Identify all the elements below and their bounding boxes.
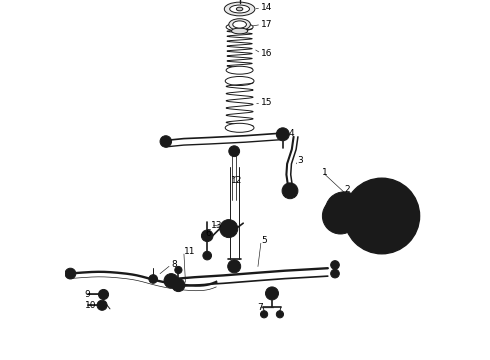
Circle shape <box>336 212 345 220</box>
Circle shape <box>164 274 178 288</box>
Circle shape <box>232 149 237 154</box>
Circle shape <box>322 198 358 234</box>
Text: 9: 9 <box>85 290 91 299</box>
Circle shape <box>175 282 182 288</box>
Ellipse shape <box>226 23 253 31</box>
Circle shape <box>344 178 419 254</box>
Text: 8: 8 <box>171 260 177 269</box>
Circle shape <box>228 260 241 273</box>
Circle shape <box>65 268 76 279</box>
Ellipse shape <box>225 77 254 86</box>
Circle shape <box>168 277 175 284</box>
Circle shape <box>269 291 275 296</box>
Circle shape <box>101 292 106 297</box>
Ellipse shape <box>225 123 254 132</box>
Circle shape <box>98 289 109 300</box>
Circle shape <box>220 220 238 238</box>
Circle shape <box>399 220 406 226</box>
Circle shape <box>325 192 363 229</box>
Text: 1: 1 <box>322 168 328 177</box>
Circle shape <box>347 204 352 210</box>
Circle shape <box>329 222 334 228</box>
Ellipse shape <box>229 19 250 30</box>
Circle shape <box>266 287 278 300</box>
Circle shape <box>338 205 350 216</box>
Circle shape <box>353 187 411 245</box>
Text: 17: 17 <box>261 20 273 29</box>
Circle shape <box>374 208 390 224</box>
Ellipse shape <box>230 5 249 13</box>
Text: 4: 4 <box>288 129 294 138</box>
Ellipse shape <box>224 2 255 16</box>
Text: 15: 15 <box>261 98 273 107</box>
Circle shape <box>344 194 369 220</box>
Circle shape <box>391 195 398 202</box>
Circle shape <box>261 311 268 318</box>
Circle shape <box>175 266 182 274</box>
Circle shape <box>149 275 157 283</box>
Text: 14: 14 <box>261 4 272 13</box>
Text: 16: 16 <box>261 49 273 58</box>
Circle shape <box>366 195 372 202</box>
Circle shape <box>203 251 212 260</box>
Text: 7: 7 <box>258 303 263 312</box>
Circle shape <box>276 128 289 141</box>
Ellipse shape <box>233 21 246 28</box>
Circle shape <box>333 199 356 222</box>
Circle shape <box>330 205 351 227</box>
Text: 13: 13 <box>211 220 222 230</box>
Text: 5: 5 <box>261 236 267 245</box>
Circle shape <box>172 279 185 292</box>
Circle shape <box>100 303 104 307</box>
Circle shape <box>331 261 339 269</box>
Circle shape <box>205 233 210 238</box>
Circle shape <box>224 224 233 233</box>
Circle shape <box>367 201 397 231</box>
Circle shape <box>358 220 365 226</box>
Ellipse shape <box>231 28 248 34</box>
Ellipse shape <box>226 66 253 74</box>
Circle shape <box>379 234 385 241</box>
Text: 12: 12 <box>231 176 242 185</box>
Circle shape <box>286 186 294 195</box>
Text: 11: 11 <box>184 247 196 256</box>
Circle shape <box>229 146 240 157</box>
Text: 3: 3 <box>297 156 303 165</box>
Circle shape <box>276 311 284 318</box>
Circle shape <box>231 264 237 269</box>
Ellipse shape <box>236 7 243 11</box>
Text: 10: 10 <box>85 301 97 310</box>
Circle shape <box>280 131 286 138</box>
Circle shape <box>347 222 352 228</box>
Circle shape <box>331 269 339 278</box>
Text: 6: 6 <box>205 229 211 238</box>
Circle shape <box>97 300 107 310</box>
Circle shape <box>160 136 172 147</box>
Circle shape <box>349 200 364 214</box>
Circle shape <box>201 230 213 242</box>
Circle shape <box>282 183 298 199</box>
Circle shape <box>163 139 169 144</box>
Text: 2: 2 <box>344 185 350 194</box>
Circle shape <box>329 204 334 210</box>
